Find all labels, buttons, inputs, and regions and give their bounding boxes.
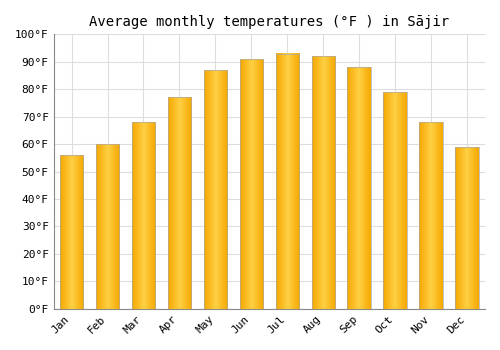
- Title: Average monthly temperatures (°F ) in Sājir: Average monthly temperatures (°F ) in Sā…: [89, 15, 450, 29]
